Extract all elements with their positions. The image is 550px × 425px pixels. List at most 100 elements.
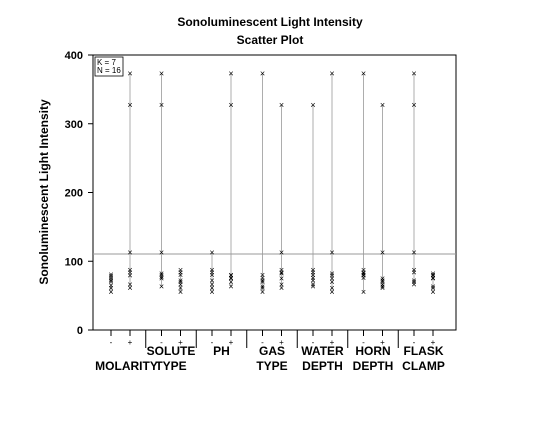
data-point: × — [127, 280, 132, 290]
level-label-plus: + — [178, 338, 183, 347]
data-point: × — [411, 277, 416, 287]
data-point: × — [380, 247, 385, 257]
data-point: × — [228, 277, 233, 287]
plot-frame — [92, 54, 457, 331]
level-label-plus: + — [229, 338, 234, 347]
legend-k: K = 7 — [97, 58, 116, 67]
level-label-minus: - — [312, 338, 315, 347]
data-point: × — [361, 265, 366, 275]
y-tick-label: 100 — [65, 256, 83, 268]
data-point: × — [108, 280, 113, 290]
group-label-line2: TYPE — [155, 359, 186, 373]
data-point: × — [380, 277, 385, 287]
data-point: × — [209, 287, 214, 297]
data-point: × — [159, 247, 164, 257]
data-point: × — [209, 280, 214, 290]
data-point: × — [228, 100, 233, 110]
data-point: × — [127, 265, 132, 275]
data-point: × — [209, 270, 214, 280]
data-point: × — [310, 265, 315, 275]
group-label-line2: DEPTH — [353, 359, 394, 373]
data-point: × — [178, 277, 183, 287]
data-point: × — [108, 277, 113, 287]
data-point: × — [411, 247, 416, 257]
data-point: × — [108, 283, 113, 293]
data-point: × — [209, 276, 214, 286]
group-label-line2: TYPE — [256, 359, 287, 373]
data-point: × — [260, 282, 265, 292]
legend-n: N = 16 — [97, 66, 121, 75]
group-label-line2: CLAMP — [402, 359, 445, 373]
data-point: × — [430, 271, 435, 281]
legend-box: K = 7 N = 16 — [94, 56, 124, 77]
data-point: × — [178, 267, 183, 277]
y-axis-label: Sonoluminescent Light Intensity — [37, 99, 51, 285]
data-point: × — [260, 283, 265, 293]
data-point: × — [159, 282, 164, 292]
group-label-line1: HORN — [355, 344, 390, 358]
data-point: × — [380, 283, 385, 293]
data-point: × — [430, 282, 435, 292]
data-point: × — [361, 269, 366, 279]
data-point: × — [178, 283, 183, 293]
data-point: × — [178, 280, 183, 290]
data-point: × — [310, 267, 315, 277]
data-point: × — [310, 270, 315, 280]
data-point: × — [329, 69, 334, 79]
data-point: × — [380, 276, 385, 286]
data-point: × — [279, 100, 284, 110]
data-point: × — [209, 267, 214, 277]
data-point: × — [310, 273, 315, 283]
data-point: × — [279, 265, 284, 275]
group-label-line1: GAS — [259, 344, 285, 358]
data-point: × — [159, 270, 164, 280]
chart-subtitle: Scatter Plot — [237, 33, 304, 47]
level-label-minus: - — [160, 338, 163, 347]
data-point: × — [329, 271, 334, 281]
data-point: × — [279, 280, 284, 290]
level-label-plus: + — [279, 338, 284, 347]
data-point: × — [127, 69, 132, 79]
y-tick-label: 300 — [65, 119, 83, 131]
data-point: × — [228, 270, 233, 280]
data-point: × — [329, 273, 334, 283]
data-point: × — [411, 280, 416, 290]
group-label-line1: WATER — [301, 344, 344, 358]
data-point: × — [329, 283, 334, 293]
y-axis: 0 100 200 300 400 — [65, 50, 93, 337]
data-point: × — [380, 282, 385, 292]
data-point: × — [260, 277, 265, 287]
group-label-line2: MOLARITY — [95, 359, 158, 373]
data-point: × — [279, 247, 284, 257]
data-point: × — [159, 269, 164, 279]
data-point: × — [310, 100, 315, 110]
data-point: × — [209, 283, 214, 293]
level-label-minus: - — [211, 338, 214, 347]
legend-box-frame — [94, 56, 124, 77]
data-point: × — [108, 273, 113, 283]
data-point: × — [329, 287, 334, 297]
data-point: × — [178, 270, 183, 280]
data-point: × — [260, 273, 265, 283]
data-point: × — [361, 270, 366, 280]
data-point: × — [228, 273, 233, 283]
level-label-minus: - — [362, 338, 365, 347]
data-point: × — [279, 269, 284, 279]
data-point: × — [159, 272, 164, 282]
data-point: × — [127, 100, 132, 110]
group-label-line1: SOLUTE — [147, 344, 196, 358]
level-label-plus: + — [431, 338, 436, 347]
data-point: × — [159, 69, 164, 79]
data-point: × — [361, 273, 366, 283]
data-point: × — [260, 69, 265, 79]
group-label-line1: PH — [213, 344, 230, 358]
data-point: × — [228, 282, 233, 292]
data-point: × — [178, 276, 183, 286]
data-point: × — [361, 69, 366, 79]
data-point: × — [380, 100, 385, 110]
data-point: × — [411, 69, 416, 79]
data-point: × — [310, 282, 315, 292]
group-stems — [110, 73, 434, 293]
